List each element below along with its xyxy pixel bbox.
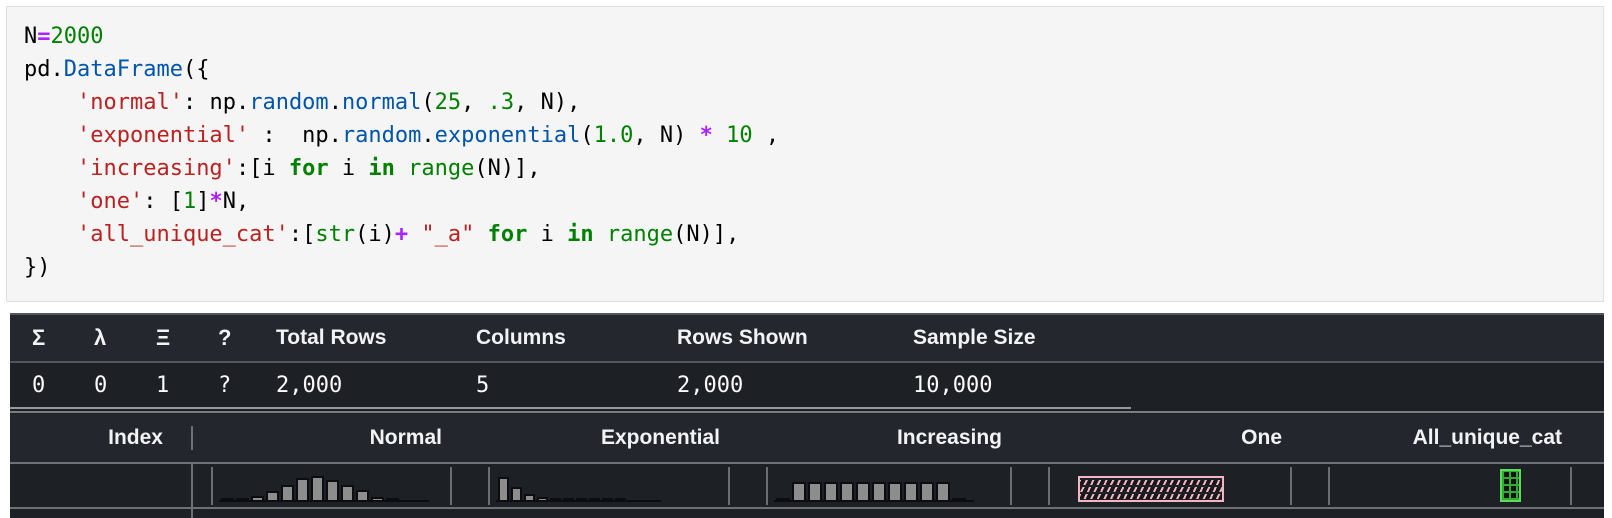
histogram-bar bbox=[792, 482, 806, 502]
histogram-bar bbox=[920, 482, 934, 502]
status-header-columns-count: Columns bbox=[476, 326, 566, 349]
histogram-bar bbox=[888, 482, 902, 502]
histogram-bar bbox=[498, 477, 509, 502]
status-value-sigma-summary-icon: 0 bbox=[32, 372, 46, 398]
column-header-normal[interactable]: Normal bbox=[369, 426, 442, 449]
column-header-exponential[interactable]: Exponential bbox=[600, 426, 720, 449]
histogram-bar bbox=[856, 482, 870, 502]
index-cell-partial bbox=[10, 509, 193, 518]
index-summary-cell bbox=[10, 464, 193, 507]
histogram-bar bbox=[824, 482, 838, 502]
status-value-row: 0 0 1? 2,000 5 2,000 10,000 bbox=[10, 363, 1604, 407]
histogram-bar bbox=[936, 482, 950, 502]
histogram-bar bbox=[311, 476, 324, 502]
status-header-total-rows: Total Rows bbox=[276, 326, 387, 349]
xi-menu-icon[interactable]: Ξ bbox=[156, 325, 171, 350]
status-value-columns-count: 5 bbox=[476, 372, 490, 398]
histogram-cell-normal[interactable] bbox=[193, 464, 470, 507]
code-line: 'one': [1]*N, bbox=[76, 189, 250, 214]
histogram-bar bbox=[808, 482, 822, 502]
summary-histogram-row bbox=[10, 464, 1604, 509]
status-value-total-rows: 2,000 bbox=[276, 372, 343, 398]
histogram-bar bbox=[904, 482, 918, 502]
status-header-sample-size: Sample Size bbox=[913, 326, 1036, 349]
histogram-bar bbox=[840, 482, 854, 502]
histogram-decay bbox=[488, 467, 730, 505]
grid-green-pattern-bar bbox=[1500, 469, 1521, 502]
column-header-increasing[interactable]: Increasing bbox=[896, 426, 1002, 449]
lambda-icon[interactable]: λ bbox=[94, 325, 107, 350]
status-value-rows-shown: 2,000 bbox=[677, 372, 744, 398]
code-line: N=2000 bbox=[24, 24, 104, 49]
column-header-index[interactable]: Index bbox=[10, 426, 193, 450]
code-line: }) bbox=[24, 255, 51, 280]
code-line: 'exponential' : np.random.exponential(1.… bbox=[76, 123, 780, 148]
histogram-bell bbox=[211, 467, 452, 505]
code-line: 'increasing':[i for i in range(N)], bbox=[76, 156, 541, 181]
histogram-cell-exponential[interactable] bbox=[470, 464, 748, 507]
status-header-rows-shown: Rows Shown bbox=[677, 326, 808, 349]
code-cell[interactable]: N=2000 pd.DataFrame({ 'normal': np.random… bbox=[6, 6, 1604, 302]
column-header-one[interactable]: One bbox=[1241, 426, 1282, 449]
histogram-baseline bbox=[496, 500, 661, 502]
partial-data-row bbox=[10, 509, 1604, 518]
status-divider bbox=[10, 407, 1604, 414]
histogram-cell-one[interactable] bbox=[1030, 464, 1310, 507]
grid-header-row: Index Normal Exponential Increasing One All_u… bbox=[10, 414, 1604, 464]
histogram-cell-all-unique-cat[interactable] bbox=[1310, 464, 1590, 507]
histogram-hatch-pink bbox=[1048, 467, 1292, 505]
hatch-pink-pattern-bar bbox=[1078, 476, 1224, 502]
histogram-bar bbox=[296, 478, 309, 502]
histogram-grid-green bbox=[1328, 467, 1572, 505]
status-value-lambda-icon: 0 bbox=[94, 372, 108, 398]
code-line: pd.DataFrame({ bbox=[24, 57, 210, 82]
histogram-baseline bbox=[774, 500, 974, 502]
help-icon[interactable]: ? bbox=[218, 325, 232, 350]
column-header-all-unique-cat[interactable]: All_unique_cat bbox=[1412, 426, 1562, 449]
histogram-baseline bbox=[219, 500, 429, 502]
status-value-help-icon: ? bbox=[218, 372, 232, 398]
status-value-sample-size: 10,000 bbox=[913, 372, 993, 398]
histogram-cell-increasing[interactable] bbox=[748, 464, 1030, 507]
status-underline bbox=[10, 407, 1131, 409]
status-value-xi-menu-icon: 1 bbox=[156, 372, 170, 398]
code-line: 'all_unique_cat':[str(i)+ "_a" for i in … bbox=[76, 222, 740, 247]
histogram-bar bbox=[326, 480, 339, 502]
sigma-summary-icon[interactable]: Σ bbox=[32, 325, 46, 350]
code-line: 'normal': np.random.normal(25, .3, N), bbox=[76, 90, 581, 115]
code-editor[interactable]: N=2000 pd.DataFrame({ 'normal': np.random… bbox=[24, 20, 1603, 284]
histogram-uniform bbox=[766, 467, 1012, 505]
histogram-bar bbox=[872, 482, 886, 502]
grid-top-border bbox=[10, 411, 1604, 413]
